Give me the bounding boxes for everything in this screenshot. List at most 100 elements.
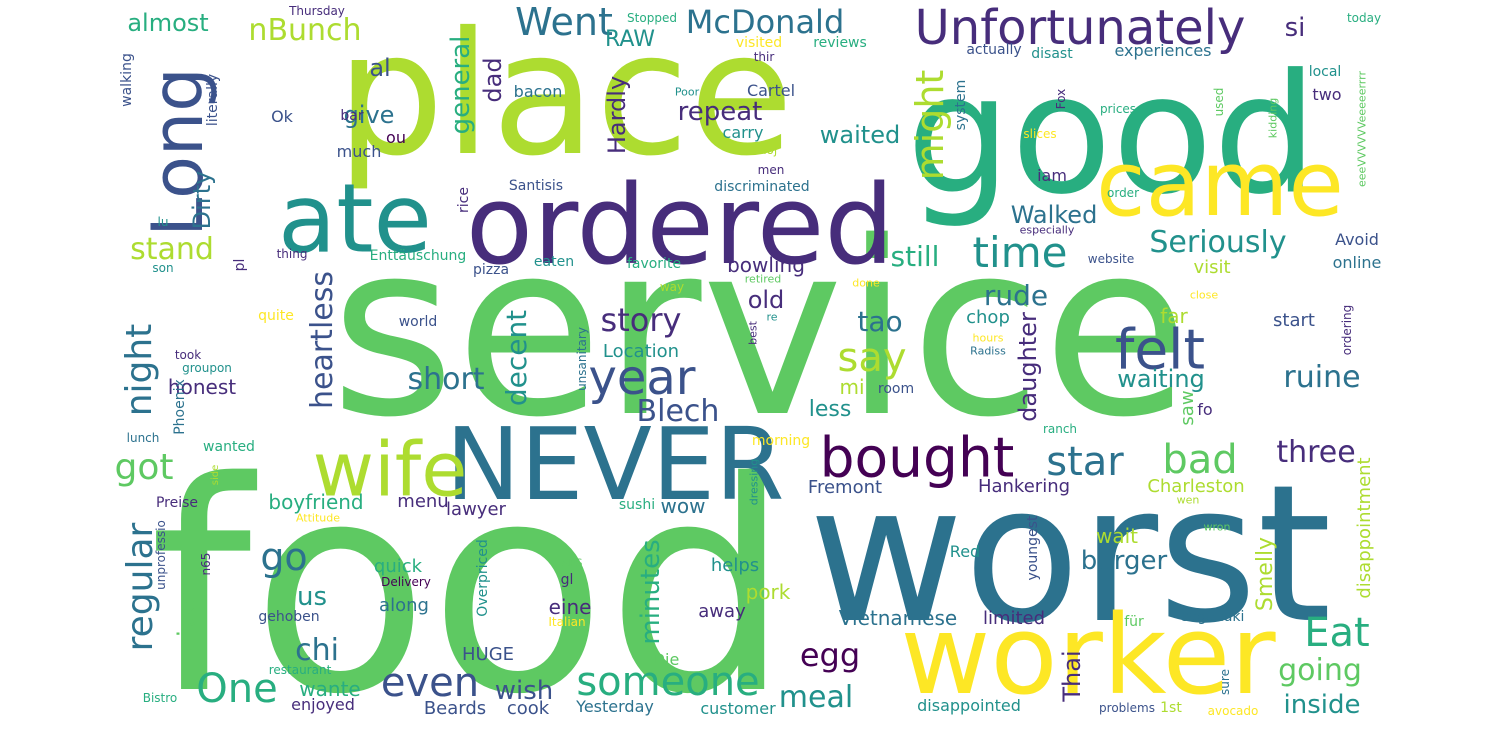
word-ordered: ordered: [465, 161, 895, 289]
word-minutes: minutes: [636, 539, 666, 645]
word-close: close: [1189, 288, 1219, 302]
word-got: got: [114, 447, 174, 488]
word-rice: rice: [456, 187, 472, 213]
word-might: might: [908, 69, 952, 181]
word-go: go: [260, 535, 308, 579]
word-ordering: ordering: [1340, 304, 1354, 356]
word-stand: stand: [130, 232, 214, 267]
word-beards: Beards: [423, 698, 487, 719]
word-give: give: [343, 101, 395, 129]
word-taps: TAPS: [555, 556, 583, 570]
word-fur: für: [1124, 614, 1144, 630]
word-waiting: waiting: [1117, 365, 1205, 393]
word-used: used: [1212, 87, 1226, 117]
word-blech: Blech: [636, 394, 720, 429]
word-time: time: [972, 228, 1068, 277]
word-wron: wron: [1203, 520, 1231, 534]
word-delivery: Delivery: [381, 575, 431, 589]
word-saw: saw: [1177, 390, 1198, 426]
word-wish: wish: [494, 676, 554, 706]
word-thir: thir: [753, 50, 775, 64]
word-food: food: [149, 421, 791, 746]
word-kidding: kidding: [1266, 97, 1280, 139]
word-came: came: [1096, 132, 1344, 237]
word-ou: ou: [386, 128, 406, 147]
word-ranch: ranch: [1042, 422, 1078, 436]
word-place: place: [336, 0, 794, 194]
word-system: system: [953, 79, 969, 131]
word-phoenix: Phoenix: [172, 379, 188, 435]
word-never: NEVER: [445, 406, 785, 523]
word-disappointment: disappointment: [1354, 457, 1375, 599]
word-daughter: daughter: [1014, 312, 1042, 422]
word-best: best: [746, 321, 760, 345]
word-meal: meal: [778, 680, 854, 715]
word-lu: lu: [157, 215, 169, 229]
word-even: even: [380, 660, 480, 706]
word-walking: walking: [119, 53, 135, 107]
word-mi: mi: [839, 375, 865, 399]
word-ate: ate: [278, 164, 432, 275]
word-heartless: heartless: [305, 270, 340, 410]
word-italian: Italian: [548, 615, 586, 629]
word-smelly: Smelly: [1253, 536, 1278, 612]
word-lawyer: lawyer: [446, 499, 506, 520]
word-hardly: Hardly: [603, 75, 631, 155]
word-dad: dad: [479, 57, 507, 103]
word-reviews: reviews: [813, 35, 867, 51]
word-avocado: avocado: [1207, 704, 1259, 718]
word-ruine: ruine: [1283, 360, 1361, 395]
word-old: old: [747, 286, 785, 314]
word-discriminated: discriminated: [714, 179, 810, 195]
word-away: away: [698, 601, 746, 622]
word-die: Die: [652, 650, 680, 669]
word-visited: visited: [735, 35, 783, 51]
word-dirty: Dirty: [188, 170, 216, 230]
word-cook: cook: [506, 698, 550, 719]
word-wife: wife: [312, 425, 468, 514]
word-n65: n65: [199, 552, 213, 576]
word-problems: problems: [1099, 701, 1155, 715]
word-yesterday: Yesterday: [576, 697, 654, 716]
word-felt: felt: [1114, 317, 1206, 382]
word-enjoyed: enjoyed: [291, 695, 355, 714]
word-saganaki: saganaki: [1181, 609, 1245, 625]
word-limited: limited: [982, 608, 1046, 629]
word-experiences: experiences: [1114, 41, 1212, 60]
word-bar: bar: [340, 108, 364, 124]
word-thing: thing: [276, 247, 308, 261]
word-less: less: [808, 397, 852, 422]
word-bad: bad: [1162, 437, 1238, 483]
word-night: night: [119, 323, 160, 417]
word-service: service: [330, 190, 1190, 470]
word-gl: gl: [560, 572, 574, 588]
word-enttauschung: Enttäuschung: [369, 248, 467, 264]
word-menu: menu: [397, 491, 449, 512]
word-wow: wow: [660, 494, 706, 518]
word-prices: prices: [1099, 102, 1137, 116]
word-son: son: [152, 261, 174, 275]
word-al: al: [369, 54, 391, 82]
word-worst: worst: [808, 444, 1332, 665]
word-wanted: wanted: [203, 439, 255, 455]
word-gehoben: gehoben: [258, 609, 320, 625]
word-tao: tao: [857, 305, 903, 338]
word-eeevvvvvveeeeerrrr: eeeVVVVVVeeeeerrrr: [1355, 71, 1369, 187]
word-fox: Fox: [1054, 88, 1068, 110]
word-restaurant: restaurant: [268, 663, 332, 677]
word-disast: disast: [1031, 46, 1073, 62]
word-bowling: bowling: [727, 253, 805, 277]
word-burger: burger: [1080, 546, 1168, 576]
word-dressing: dressing: [747, 458, 761, 506]
word-say: say: [837, 335, 907, 381]
word-overpriced: Overpriced: [475, 539, 491, 617]
word-far: far: [1160, 304, 1188, 328]
word-sushi: sushi: [618, 497, 656, 513]
word-three: three: [1276, 435, 1356, 470]
word-sure: sure: [1218, 669, 1232, 695]
word-world: world: [398, 314, 438, 330]
word-room: room: [877, 381, 915, 397]
word-thai: Thai: [1058, 650, 1086, 702]
word-thursday: Thursday: [289, 4, 345, 18]
word-youngest: youngest: [1025, 515, 1041, 581]
